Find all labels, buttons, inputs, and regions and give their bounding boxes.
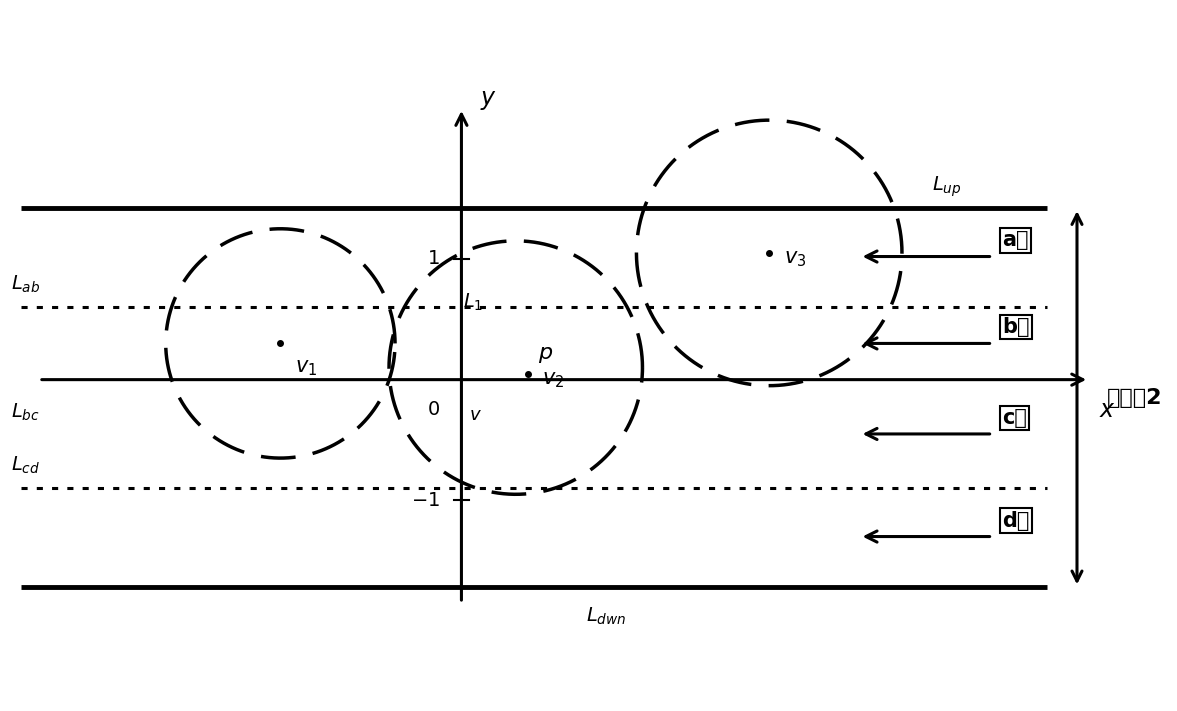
Text: $L_{ab}$: $L_{ab}$ [12, 274, 40, 295]
Text: $y$: $y$ [479, 87, 497, 112]
Text: $L_{cd}$: $L_{cd}$ [12, 455, 40, 476]
Text: $v_1$: $v_1$ [295, 358, 317, 378]
Text: $v$: $v$ [470, 406, 483, 424]
Text: d区: d区 [1002, 510, 1030, 530]
Text: $L_1$: $L_1$ [464, 292, 484, 314]
Text: $0$: $0$ [427, 400, 440, 419]
Text: $L_{up}$: $L_{up}$ [932, 174, 962, 198]
Text: $x$: $x$ [1099, 397, 1116, 422]
Text: $-1$: $-1$ [411, 491, 440, 510]
Text: $p$: $p$ [538, 346, 553, 365]
Text: $L_{bc}$: $L_{bc}$ [12, 402, 40, 422]
Text: 宽度＝2: 宽度＝2 [1108, 387, 1163, 407]
Text: $1$: $1$ [427, 250, 440, 269]
Text: a区: a区 [1002, 230, 1029, 250]
Text: $v_2$: $v_2$ [543, 370, 565, 390]
Text: b区: b区 [1002, 317, 1030, 338]
Text: c区: c区 [1002, 408, 1028, 428]
Text: $L_{dwn}$: $L_{dwn}$ [586, 605, 626, 626]
Text: $v_3$: $v_3$ [784, 249, 806, 269]
